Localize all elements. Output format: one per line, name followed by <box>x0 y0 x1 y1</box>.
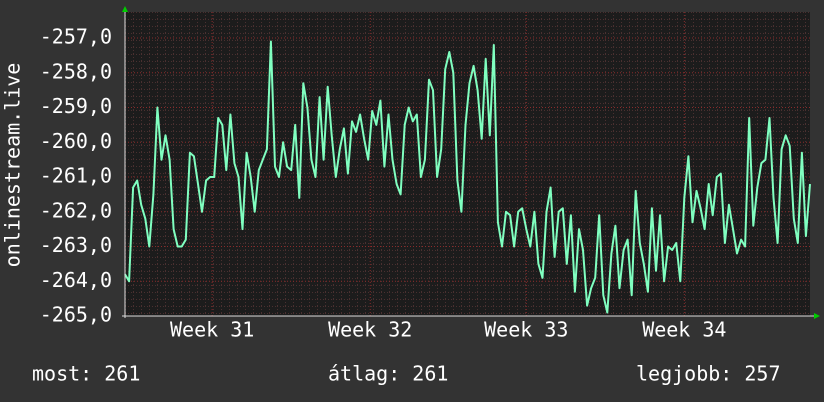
y-tick-label: -257,0 <box>40 25 112 49</box>
y-tick-label: -264,0 <box>40 268 112 292</box>
y-tick-label: -261,0 <box>40 164 112 188</box>
x-arrow <box>814 313 820 319</box>
summary-best: legjobb: 257 <box>636 362 781 386</box>
data-line <box>124 40 811 314</box>
x-tick-label: Week 33 <box>484 318 568 342</box>
summary-current: most: 261 <box>32 362 140 386</box>
x-tick-label: Week 31 <box>170 318 254 342</box>
x-tick-label: Week 32 <box>328 318 412 342</box>
marks <box>124 40 811 314</box>
y-tick-label: -265,0 <box>40 303 112 327</box>
y-tick-label: -258,0 <box>40 59 112 83</box>
y-axis-label: onlinestream.live <box>1 63 25 268</box>
x-tick-label: Week 34 <box>642 318 726 342</box>
y-tick-label: -259,0 <box>40 94 112 118</box>
y-arrow <box>122 6 128 12</box>
y-tick-label: -263,0 <box>40 233 112 257</box>
summary-average: átlag: 261 <box>328 362 448 386</box>
y-tick-label: -262,0 <box>40 198 112 222</box>
minor-grid <box>125 12 810 316</box>
y-tick-label: -260,0 <box>40 129 112 153</box>
